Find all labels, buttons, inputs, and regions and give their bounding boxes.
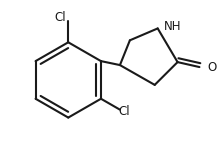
Text: NH: NH bbox=[164, 20, 181, 33]
Text: Cl: Cl bbox=[55, 11, 66, 24]
Text: Cl: Cl bbox=[118, 105, 130, 118]
Text: O: O bbox=[207, 61, 217, 74]
